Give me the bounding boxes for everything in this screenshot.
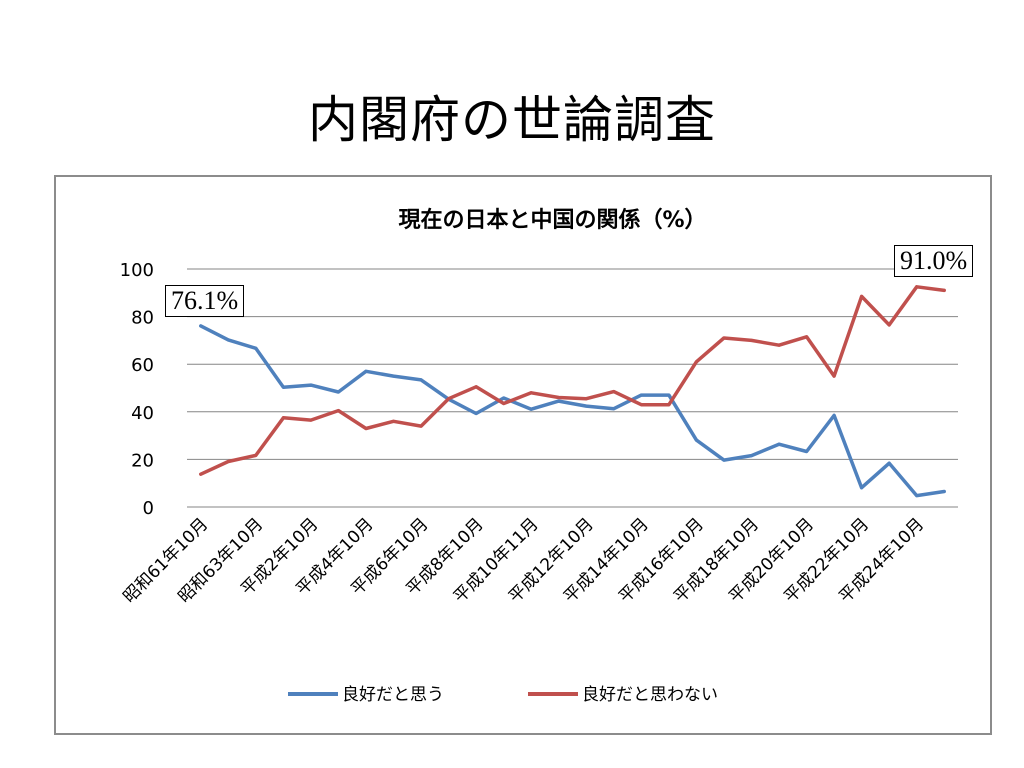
series-1-point (254, 346, 258, 350)
series-2-point (364, 426, 368, 430)
series-2-point (667, 403, 671, 407)
y-tick-label: 20 (131, 450, 154, 471)
series-1-point (942, 490, 946, 494)
series-2-point (199, 472, 203, 476)
series-2-point (281, 416, 285, 420)
series-1-point (777, 442, 781, 446)
series-1-point (419, 378, 423, 382)
series-line-2 (199, 285, 946, 476)
y-tick-label: 60 (131, 355, 154, 376)
y-tick-label: 100 (120, 260, 154, 281)
series-2-point (749, 338, 753, 342)
series-1-point (557, 399, 561, 403)
series-1-point (309, 383, 313, 387)
series-1-point (667, 393, 671, 397)
series-1-point (887, 461, 891, 465)
series-1-point (832, 413, 836, 417)
series-1-point (639, 393, 643, 397)
callout-start-value: 76.1% (165, 285, 245, 317)
series-1-point (915, 494, 919, 498)
series-1-point (226, 338, 230, 342)
chart-frame: 現在の日本と中国の関係（%） 0 20 40 60 80 100 昭和61年10月 昭和63年1… (54, 175, 992, 735)
series-2-point (336, 409, 340, 413)
series-1-point (392, 374, 396, 378)
series-1-point (612, 407, 616, 411)
y-tick-label: 80 (131, 308, 154, 329)
series-1-point (584, 404, 588, 408)
slide-title: 内閣府の世論調査 (308, 91, 716, 149)
chart-title: 現在の日本と中国の関係（%） (398, 207, 706, 233)
series-1-point (694, 438, 698, 442)
callout-end-value: 91.0% (894, 245, 974, 277)
series-2-point (226, 460, 230, 464)
series-1-point (199, 324, 203, 328)
series-2-point (254, 453, 258, 457)
y-tick-label: 40 (131, 403, 154, 424)
series-2-point (722, 336, 726, 340)
series-2-point (639, 403, 643, 407)
series-1-point (474, 411, 478, 415)
series-2-point (392, 419, 396, 423)
series-2-point (419, 424, 423, 428)
series-2-point (529, 391, 533, 395)
series-2-point (502, 401, 506, 405)
series-1-point (860, 486, 864, 490)
series-1-point (364, 369, 368, 373)
legend-label-2: 良好だと思わない (582, 685, 718, 705)
series-2-point (832, 374, 836, 378)
series-1-point (281, 385, 285, 389)
series-2-point (694, 360, 698, 364)
series-2-point (309, 418, 313, 422)
series-2-point (860, 294, 864, 298)
series-2-point (887, 323, 891, 327)
series-2-point (942, 288, 946, 292)
series-2-point (447, 397, 451, 401)
line-chart: 現在の日本と中国の関係（%）020406080100昭和61年10月昭和63年1… (119, 207, 958, 705)
series-2-point (612, 390, 616, 394)
series-line-1 (199, 324, 946, 498)
series-1-point (805, 450, 809, 454)
series-1-point (502, 396, 506, 400)
series-2-point (915, 285, 919, 289)
series-1-point (749, 454, 753, 458)
series-2-point (557, 396, 561, 400)
series-2-point (474, 385, 478, 389)
series-2-point (584, 397, 588, 401)
series-2-point (777, 343, 781, 347)
series-2-point (805, 335, 809, 339)
series-1-point (529, 407, 533, 411)
legend-label-1: 良好だと思う (342, 685, 444, 705)
y-tick-label: 0 (143, 498, 154, 519)
series-1-point (722, 458, 726, 462)
series-1-point (336, 390, 340, 394)
